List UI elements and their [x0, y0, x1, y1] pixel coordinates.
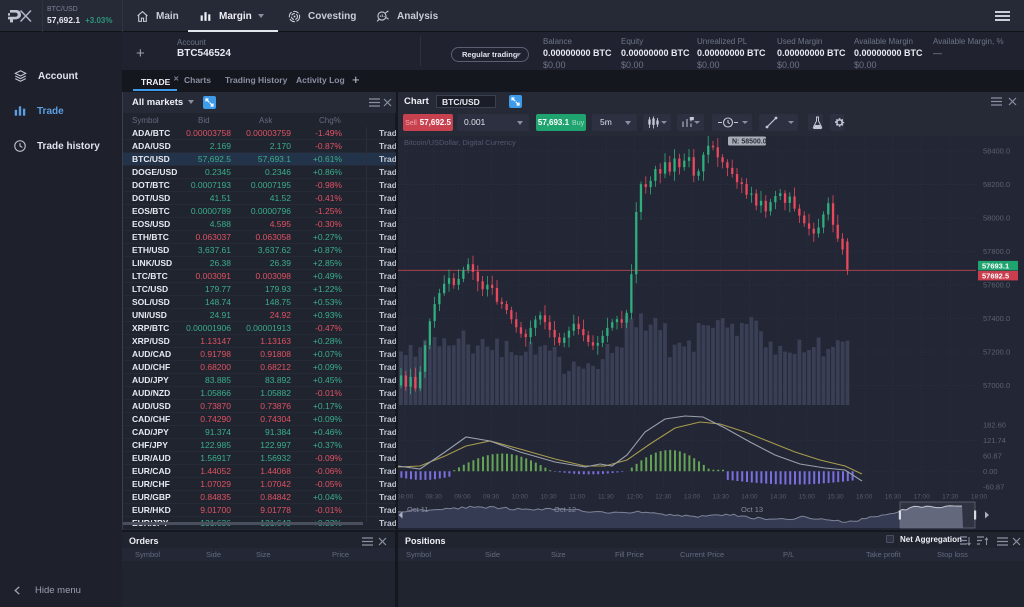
svg-text:11:30: 11:30	[598, 494, 614, 501]
svg-text:121.74: 121.74	[983, 436, 1006, 445]
svg-text:15:30: 15:30	[827, 494, 844, 501]
svg-text:57600.0: 57600.0	[983, 281, 1010, 290]
svg-text:14:30: 14:30	[770, 494, 787, 501]
svg-text:57200.0: 57200.0	[983, 348, 1010, 357]
svg-text:182.60: 182.60	[983, 421, 1006, 430]
svg-text:Oct 12: Oct 12	[554, 505, 576, 514]
svg-text:11:00: 11:00	[569, 494, 585, 501]
svg-text:13:30: 13:30	[713, 494, 730, 501]
svg-text:10:30: 10:30	[540, 494, 557, 501]
svg-text:16:00: 16:00	[856, 494, 873, 501]
svg-text:Oct 13: Oct 13	[741, 505, 763, 514]
svg-text:60.87: 60.87	[983, 452, 1002, 461]
svg-text:57800.0: 57800.0	[983, 247, 1010, 256]
svg-text:18:00: 18:00	[971, 494, 988, 501]
svg-text:12:00: 12:00	[626, 494, 643, 501]
svg-text:16:30: 16:30	[885, 494, 902, 501]
svg-text:13:00: 13:00	[684, 494, 701, 501]
svg-text:09:30: 09:30	[483, 494, 500, 501]
svg-text:Oct 11: Oct 11	[407, 505, 429, 514]
svg-text:17:30: 17:30	[942, 494, 959, 501]
svg-text:12:30: 12:30	[655, 494, 672, 501]
svg-text:57693.1: 57693.1	[982, 261, 1009, 270]
svg-text:57692.5: 57692.5	[982, 271, 1009, 280]
svg-text:58000.0: 58000.0	[983, 214, 1010, 223]
svg-text:57000.0: 57000.0	[983, 381, 1010, 390]
svg-text:58200.0: 58200.0	[983, 180, 1010, 189]
svg-text:09:00: 09:00	[454, 494, 471, 501]
svg-text:08:00: 08:00	[398, 494, 414, 501]
svg-text:10:00: 10:00	[512, 494, 529, 501]
svg-text:-60.87: -60.87	[983, 483, 1004, 492]
svg-text:08:30: 08:30	[426, 494, 443, 501]
svg-text:58400.0: 58400.0	[983, 147, 1010, 156]
svg-text:57400.0: 57400.0	[983, 314, 1010, 323]
svg-text:0.00: 0.00	[983, 467, 998, 476]
svg-text:N: 58500.0: N: 58500.0	[732, 139, 767, 146]
svg-text:14:00: 14:00	[741, 494, 758, 501]
svg-text:17:00: 17:00	[913, 494, 930, 501]
svg-text:15:00: 15:00	[799, 494, 816, 501]
